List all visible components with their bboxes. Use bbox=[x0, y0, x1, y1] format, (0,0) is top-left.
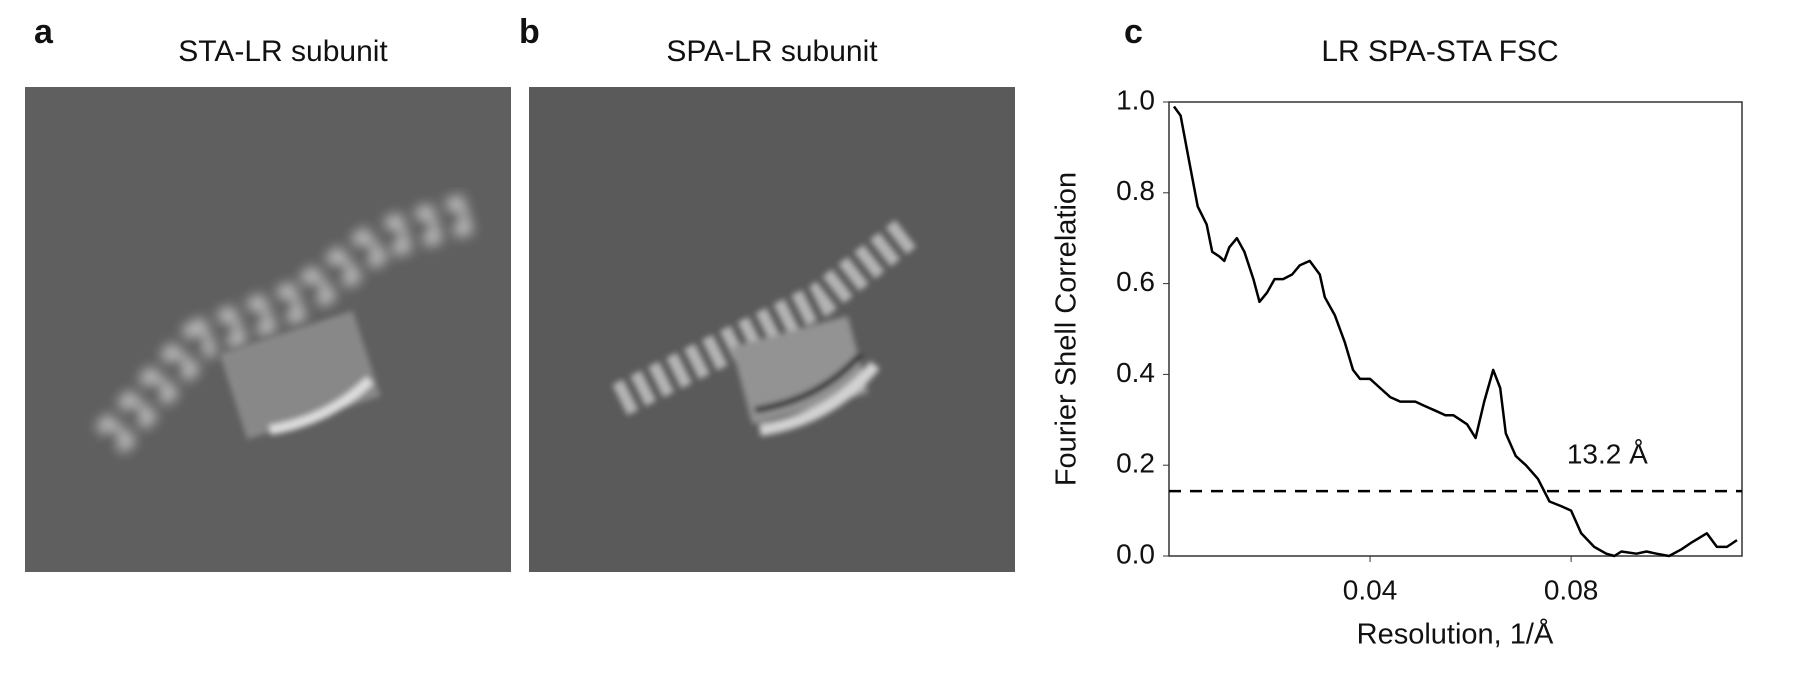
y-tick-label: 0.2 bbox=[1116, 448, 1155, 479]
y-tick-label: 0.8 bbox=[1116, 175, 1155, 206]
panel-label: c bbox=[1124, 13, 1143, 51]
fsc-line bbox=[1172, 105, 1738, 558]
x-tick-label: 0.08 bbox=[1544, 574, 1599, 605]
chart-title: LR SPA-STA FSC bbox=[1321, 35, 1558, 68]
y-axis-label: Fourier Shell Correlation bbox=[1051, 172, 1083, 486]
panel-title: SPA-LR subunit bbox=[666, 35, 878, 68]
density-image bbox=[25, 87, 511, 572]
x-tick-label: 0.04 bbox=[1343, 574, 1398, 605]
plot-frame bbox=[1168, 101, 1743, 557]
panel-label: a bbox=[34, 13, 54, 51]
panel-label: b bbox=[519, 13, 540, 51]
y-tick-label: 0.6 bbox=[1116, 266, 1155, 297]
threshold-label: 13.2 Å bbox=[1567, 438, 1648, 469]
panel-title: STA-LR subunit bbox=[178, 35, 388, 68]
y-tick-label: 1.0 bbox=[1116, 84, 1155, 115]
y-tick-label: 0.0 bbox=[1116, 538, 1155, 569]
density-image bbox=[529, 87, 1015, 572]
x-axis-label: Resolution, 1/Å bbox=[1357, 618, 1554, 651]
y-tick-label: 0.4 bbox=[1116, 357, 1155, 388]
